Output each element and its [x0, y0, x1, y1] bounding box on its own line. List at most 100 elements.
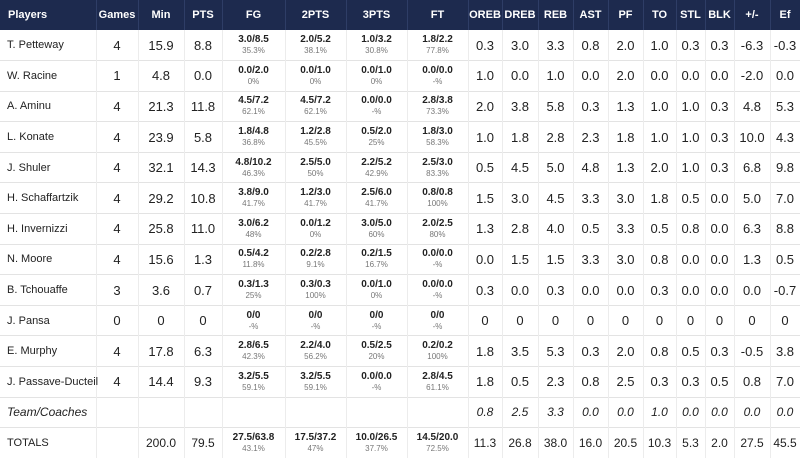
column-header-players[interactable]: Players	[0, 0, 97, 30]
column-header-games[interactable]: Games	[96, 0, 139, 30]
column-header-reb[interactable]: REB	[538, 0, 574, 30]
two-pts-cell-made-attempted: 2.2/4.0	[300, 340, 331, 352]
player-name[interactable]: B. Tchouaffe	[0, 274, 97, 306]
column-header-ef[interactable]: Ef	[770, 0, 800, 30]
column-header-min[interactable]: Min	[138, 0, 185, 30]
player-name[interactable]: J. Pansa	[0, 305, 97, 336]
column-header-stl[interactable]: STL	[676, 0, 706, 30]
fg-cell-made-attempted: 0.5/4.2	[238, 248, 269, 260]
player-name[interactable]: H. Schaffartzik	[0, 182, 97, 214]
fg-cell: 2.8/6.5 42.3%	[222, 335, 286, 367]
player-name[interactable]: A. Aminu	[0, 91, 97, 122]
ft-cell: 14.5/20.0 72.5%	[407, 427, 469, 458]
stl-cell: 0	[676, 305, 706, 336]
pm-cell: 10.0	[734, 121, 771, 153]
reb-cell: 5.8	[538, 91, 574, 122]
stl-cell: 0.5	[676, 182, 706, 214]
minutes-cell: 14.4	[138, 366, 185, 398]
three-pts-cell: 0.0/1.0 0%	[346, 274, 408, 306]
reb-cell: 1.5	[538, 244, 574, 275]
reb-cell: 0	[538, 305, 574, 336]
ef-cell: 45.5	[770, 427, 800, 458]
player-name[interactable]: L. Konate	[0, 121, 97, 153]
two-pts-cell: 2.5/5.0 50%	[285, 152, 347, 183]
column-header-blk[interactable]: BLK	[705, 0, 735, 30]
games-cell: 0	[96, 305, 139, 336]
two-pts-cell-percentage: 50%	[307, 168, 324, 178]
three-pts-cell-made-attempted: 0.2/1.5	[361, 248, 392, 260]
stl-cell: 1.0	[676, 91, 706, 122]
player-row: H. Schaffartzik 4 29.2 10.8 3.8/9.0 41.7% 1.2/…	[0, 182, 800, 214]
pf-cell: 3.0	[608, 182, 644, 214]
pm-cell: 1.3	[734, 244, 771, 275]
column-header-2pts[interactable]: 2PTS	[285, 0, 347, 30]
player-row: J. Passave-Ducteil 4 14.4 9.3 3.2/5.5 59.1% 3.…	[0, 366, 800, 398]
fg-cell: 3.2/5.5 59.1%	[222, 366, 286, 398]
oreb-cell: 0.3	[468, 274, 503, 306]
pm-cell: 6.8	[734, 152, 771, 183]
reb-cell: 2.8	[538, 121, 574, 153]
points-cell: 8.8	[184, 30, 223, 61]
column-header-dreb[interactable]: DREB	[502, 0, 539, 30]
fg-cell-percentage: 46.3%	[242, 168, 265, 178]
fg-cell-percentage: 36.8%	[242, 138, 265, 148]
reb-cell: 3.3	[538, 397, 574, 428]
column-header-plus-minus[interactable]: +/-	[734, 0, 771, 30]
oreb-cell: 1.0	[468, 60, 503, 92]
blk-cell: 0.0	[705, 274, 735, 306]
column-header-fg[interactable]: FG	[222, 0, 286, 30]
three-pts-cell: 1.0/3.2 30.8%	[346, 30, 408, 61]
three-pts-cell-percentage: 0%	[370, 291, 383, 301]
player-name[interactable]: J. Shuler	[0, 152, 97, 183]
games-cell: 4	[96, 91, 139, 122]
player-name[interactable]: T. Petteway	[0, 30, 97, 61]
ft-cell: 2.0/2.5 80%	[407, 213, 469, 245]
minutes-cell: 15.6	[138, 244, 185, 275]
two-pts-cell-percentage: -%	[310, 321, 321, 331]
fg-cell: 1.8/4.8 36.8%	[222, 121, 286, 153]
ft-cell-percentage: 80%	[429, 229, 446, 239]
ef-cell: 0.0	[770, 60, 800, 92]
pf-cell: 2.0	[608, 60, 644, 92]
minutes-cell: 32.1	[138, 152, 185, 183]
oreb-cell: 1.5	[468, 182, 503, 214]
column-header-ft[interactable]: FT	[407, 0, 469, 30]
pf-cell: 1.3	[608, 91, 644, 122]
oreb-cell: 0.5	[468, 152, 503, 183]
to-cell: 1.0	[643, 121, 677, 153]
column-header-pf[interactable]: PF	[608, 0, 644, 30]
ft-cell-made-attempted: 0.0/0.0	[422, 64, 453, 76]
fg-cell-percentage: 35.3%	[242, 46, 265, 56]
fg-cell-made-attempted: 4.5/7.2	[238, 95, 269, 107]
pm-cell: 27.5	[734, 427, 771, 458]
fg-cell-made-attempted: 0.3/1.3	[238, 279, 269, 291]
player-name[interactable]: W. Racine	[0, 60, 97, 92]
fg-cell-percentage: 11.8%	[242, 260, 265, 270]
column-header-3pts[interactable]: 3PTS	[346, 0, 408, 30]
player-name[interactable]: N. Moore	[0, 244, 97, 275]
ft-cell-percentage: -%	[432, 291, 443, 301]
column-header-oreb[interactable]: OREB	[468, 0, 503, 30]
three-pts-cell-percentage: -%	[371, 107, 382, 117]
empty-cell	[407, 397, 469, 428]
player-name[interactable]: J. Passave-Ducteil	[0, 366, 98, 398]
ast-cell: 2.3	[573, 121, 609, 153]
ft-cell-made-attempted: 2.8/4.5	[422, 370, 453, 382]
column-header-to[interactable]: TO	[643, 0, 677, 30]
to-cell: 10.3	[643, 427, 677, 458]
player-name[interactable]: E. Murphy	[0, 335, 97, 367]
ft-cell-made-attempted: 1.8/3.0	[422, 126, 453, 138]
games-cell: 4	[96, 30, 139, 61]
player-name[interactable]: H. Invernizzi	[0, 213, 97, 245]
ft-cell: 0/0 -%	[407, 305, 469, 336]
points-cell: 6.3	[184, 335, 223, 367]
column-header-ast[interactable]: AST	[573, 0, 609, 30]
dreb-cell: 2.8	[502, 213, 539, 245]
two-pts-cell: 17.5/37.2 47%	[285, 427, 347, 458]
dreb-cell: 2.5	[502, 397, 539, 428]
pf-cell: 3.3	[608, 213, 644, 245]
ast-cell: 0.8	[573, 366, 609, 398]
ef-cell: 8.8	[770, 213, 800, 245]
column-header-pts[interactable]: PTS	[184, 0, 223, 30]
